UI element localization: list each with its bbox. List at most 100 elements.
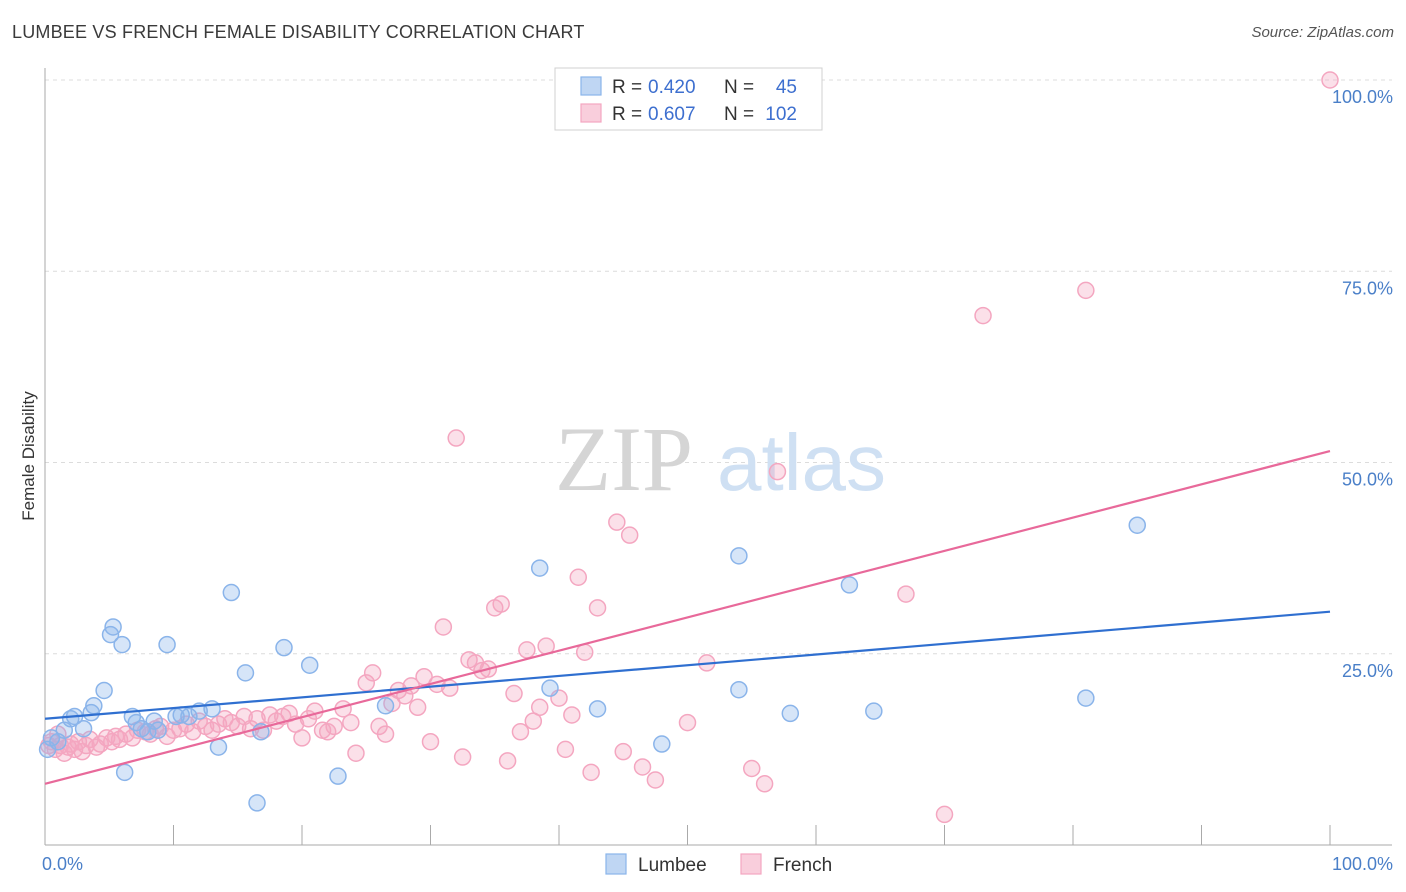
french-point-49 (306, 702, 324, 720)
legend-swatch-0 (580, 76, 602, 96)
legend-r-value-1: 0.607 (648, 104, 696, 125)
watermark: ZIP atlas (555, 408, 886, 510)
french-point-56 (357, 674, 375, 692)
legend-n-label-0: N = (724, 77, 754, 98)
lumbee-point-8 (85, 697, 103, 715)
french-point-47 (293, 729, 311, 747)
watermark-zip: ZIP (555, 408, 693, 510)
lumbee-point-26 (209, 738, 228, 756)
french-point-86 (556, 740, 575, 759)
y-tick-label-2: 50.0% (1342, 470, 1393, 490)
lumbee-point-19 (149, 721, 167, 739)
y-tick-label-0: 100.0% (1332, 87, 1393, 107)
french-point-57 (363, 664, 382, 682)
y-tick-label-1: 75.0% (1342, 278, 1393, 298)
lumbee-point-27 (222, 583, 241, 602)
lumbee-point-9 (95, 681, 113, 700)
french-point-95 (633, 758, 652, 776)
lumbee-point-33 (329, 767, 347, 785)
french-point-93 (614, 742, 632, 761)
french-trend-line (44, 449, 1331, 785)
lumbee-point-31 (275, 638, 293, 657)
lumbee-point-37 (588, 700, 607, 718)
french-point-91 (588, 599, 607, 617)
lumbee-trend-line (44, 610, 1331, 720)
french-point-78 (498, 752, 517, 770)
french-point-96 (646, 771, 665, 789)
bottom-legend-swatch-lumbee (605, 853, 627, 875)
french-point-94 (620, 526, 639, 544)
french-point-80 (511, 723, 530, 741)
legend-n-value-0: 45 (776, 77, 797, 98)
lumbee-point-36 (541, 679, 559, 697)
lumbee-point-23 (180, 707, 198, 726)
lumbee-point-28 (236, 664, 255, 682)
legend-r-label-0: R = (612, 77, 642, 98)
grid-lines (45, 79, 1392, 655)
french-point-99 (743, 759, 761, 778)
legend-n-label-1: N = (724, 104, 754, 125)
chart-title: LUMBEE VS FRENCH FEMALE DISABILITY CORRE… (12, 22, 585, 42)
french-point-71 (453, 748, 472, 766)
lumbee-point-45 (1128, 516, 1146, 534)
lumbee-point-25 (203, 700, 221, 718)
french-point-77 (492, 595, 510, 613)
bottom-legend-label-lumbee: Lumbee (638, 855, 707, 876)
french-point-42 (261, 706, 279, 724)
lumbee-point-43 (865, 702, 883, 720)
french-point-81 (518, 641, 536, 659)
lumbee-point-6 (74, 719, 93, 738)
lumbee-point-44 (1077, 689, 1095, 707)
french-point-64 (408, 698, 427, 717)
legend: R = 0.420 N = 45 R = 0.607 N = 102 (554, 67, 823, 131)
french-point-101 (768, 462, 787, 481)
french-point-69 (441, 679, 459, 697)
legend-r-value-0: 0.420 (648, 77, 696, 98)
lumbee-point-18 (145, 712, 163, 730)
legend-n-value-1: 102 (765, 104, 797, 125)
source-label: Source: ZipAtlas.com (1251, 24, 1394, 41)
french-point-26 (158, 727, 176, 746)
french-point-68 (434, 618, 453, 636)
tick-labels: 100.0% 75.0% 50.0% 25.0% 0.0% 100.0% (42, 87, 1393, 874)
lumbee-point-38 (653, 735, 671, 753)
lumbee-point-20 (158, 635, 176, 654)
french-point-52 (325, 717, 343, 736)
bottom-legend: Lumbee French (605, 853, 832, 876)
french-point-83 (530, 698, 549, 717)
lumbee-point-41 (781, 704, 800, 723)
y-axis-title: Female Disability (19, 391, 38, 521)
french-point-79 (505, 684, 523, 703)
french-point-55 (347, 744, 365, 762)
french-point-54 (342, 713, 360, 732)
french-point-66 (421, 732, 440, 751)
french-point-97 (678, 713, 697, 732)
french-point-102 (897, 585, 915, 603)
french-point-33 (203, 721, 221, 739)
lumbee-point-39 (730, 547, 748, 565)
lumbee-point-13 (115, 763, 134, 782)
lumbee-point-11 (104, 618, 122, 636)
french-point-104 (974, 306, 992, 325)
french-point-100 (755, 775, 774, 793)
y-tick-label-3: 25.0% (1342, 661, 1393, 681)
series-french-points (40, 71, 1339, 824)
lumbee-point-12 (113, 635, 131, 654)
french-point-90 (582, 763, 600, 782)
axes (44, 68, 1392, 846)
lumbee-point-40 (730, 680, 748, 699)
lumbee-point-42 (840, 576, 859, 594)
lumbee-point-35 (530, 559, 549, 577)
x-tick-label-1: 100.0% (1332, 854, 1393, 874)
lumbee-point-34 (376, 697, 395, 715)
x-tick-label-0: 0.0% (42, 854, 83, 874)
legend-r-label-1: R = (612, 104, 642, 125)
french-point-103 (935, 805, 954, 824)
french-point-105 (1077, 281, 1095, 300)
french-point-87 (563, 706, 581, 724)
french-point-106 (1321, 71, 1339, 89)
french-point-92 (608, 513, 626, 531)
lumbee-point-29 (248, 794, 266, 812)
lumbee-point-32 (300, 656, 319, 674)
